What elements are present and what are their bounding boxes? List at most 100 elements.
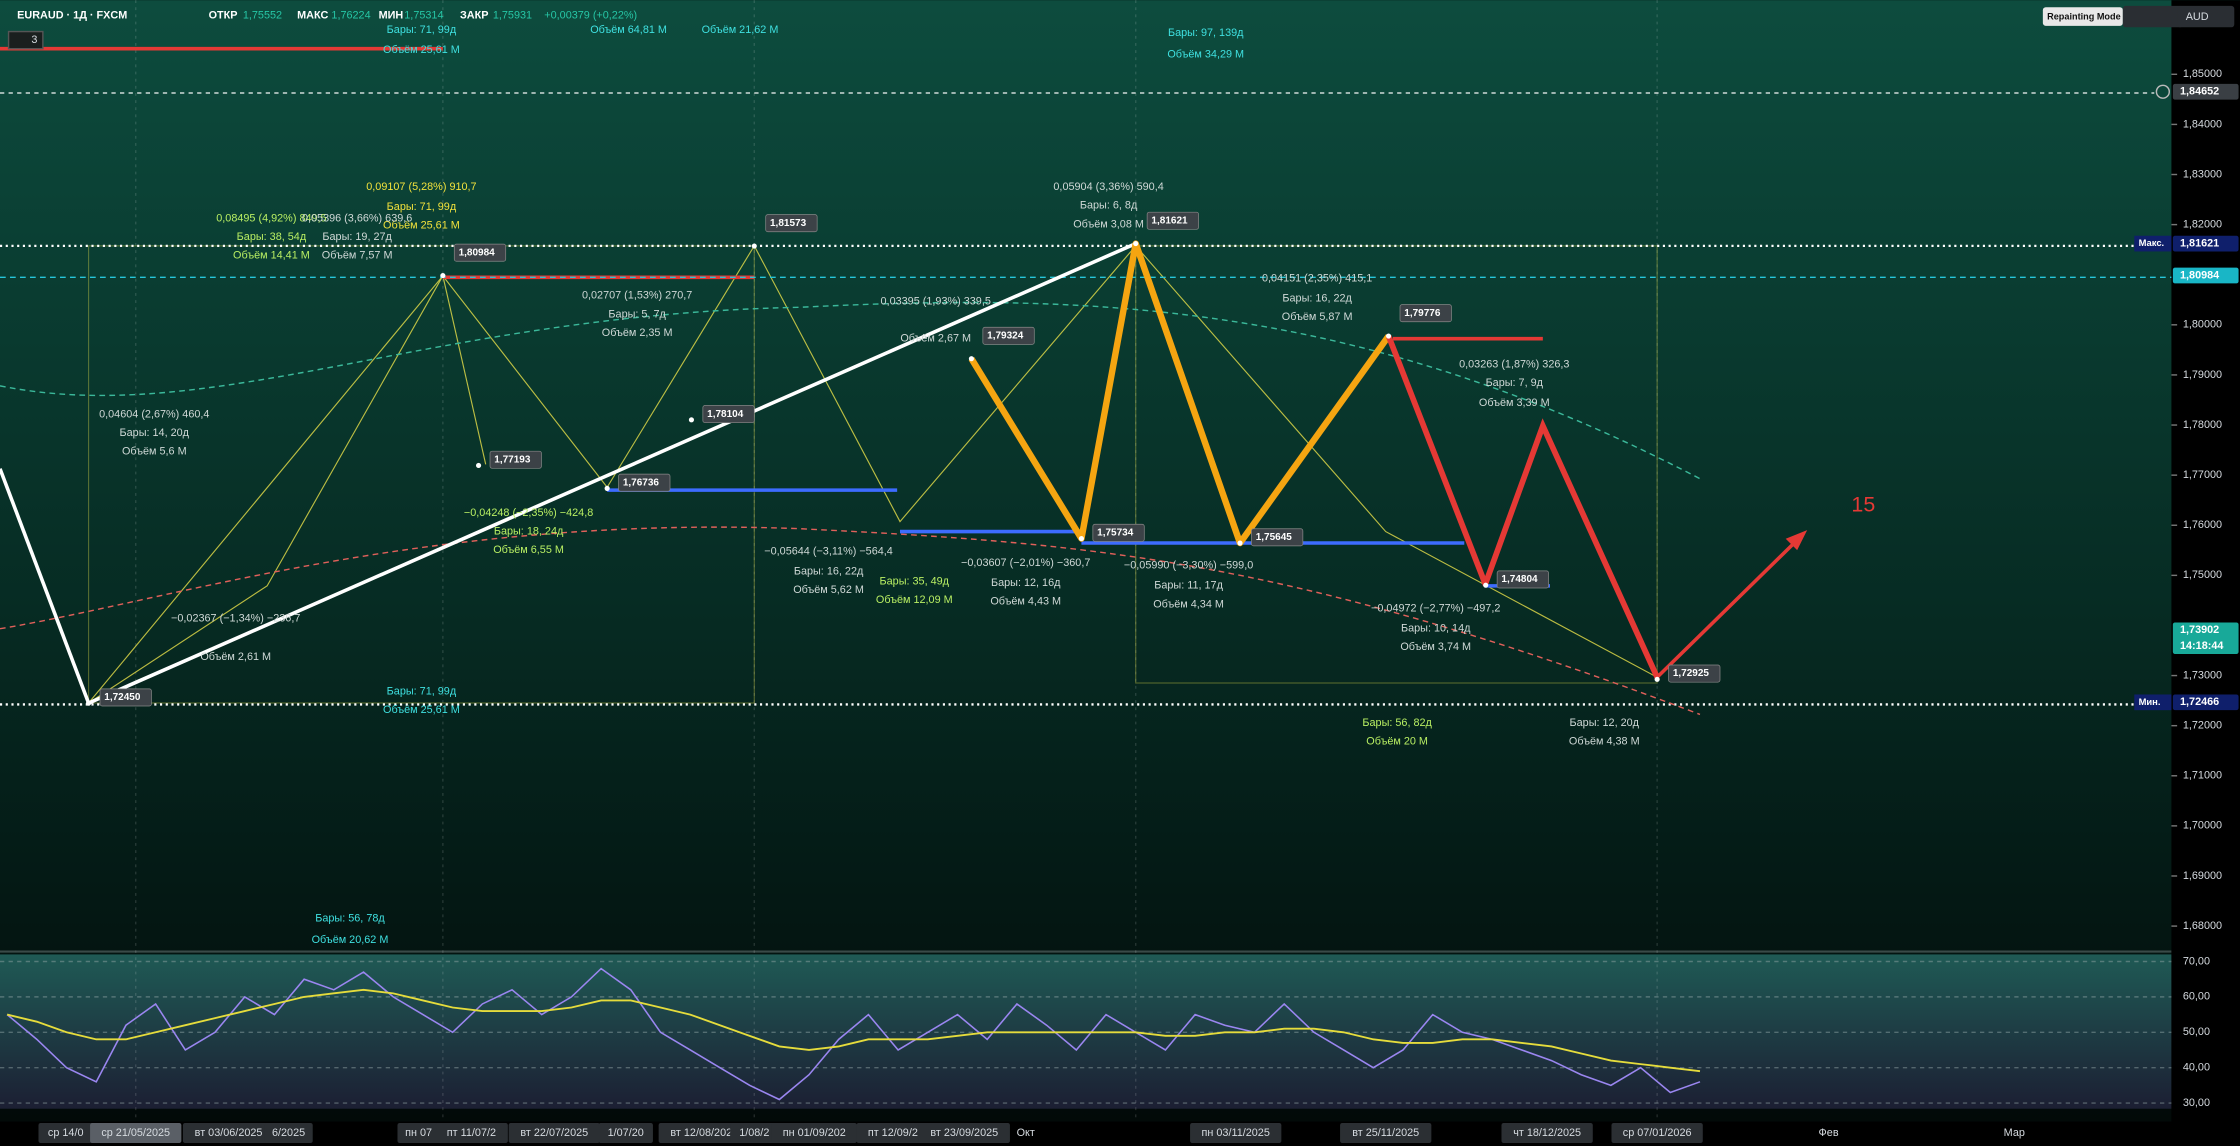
pivot-label: 1,78104 xyxy=(707,409,744,420)
price-marker xyxy=(2172,267,2239,284)
pivot-label: 1,81621 xyxy=(1151,215,1188,226)
pivot-point xyxy=(751,243,757,249)
change: +0,00379 (+0,22%) xyxy=(544,10,637,22)
time-label: вт 25/11/2025 xyxy=(1352,1127,1419,1139)
pivot-label-box xyxy=(99,688,152,707)
measure-annotation: 0,04151 (2,35%) 415,1 xyxy=(1262,273,1372,285)
measure-annotation: Объём 3,39 М xyxy=(1479,397,1550,409)
marker-tag xyxy=(2134,235,2172,252)
pivot-label: 1,76736 xyxy=(623,477,660,488)
measure-annotation: Бары: 71, 99д xyxy=(387,685,457,697)
pivot-point xyxy=(1133,241,1139,247)
time-label: ср 21/05/2025 xyxy=(101,1127,170,1139)
toolbar-buttons[interactable] xyxy=(2122,5,2183,28)
time-label-box xyxy=(730,1123,779,1143)
currency-button[interactable] xyxy=(2177,5,2235,28)
price-tick-label: 1,72000 xyxy=(2183,720,2222,732)
time-label: пн 01/09/202 xyxy=(783,1127,846,1139)
measure-annotation: 0,05396 (3,66%) 639,6 xyxy=(302,213,412,225)
measure-annotation: Бары: 7, 9д xyxy=(1486,377,1544,389)
price-marker-label: 1,81621 xyxy=(2180,237,2219,249)
price-marker-label: 1,72466 xyxy=(2180,696,2219,708)
measure-annotation: Объём 4,34 М xyxy=(1153,598,1224,610)
measure-annotation: Объём 12,09 М xyxy=(876,594,953,606)
pivot-label: 1,75734 xyxy=(1097,528,1134,539)
time-label: пн 07 xyxy=(405,1127,432,1139)
mode-button[interactable] xyxy=(2042,7,2123,26)
time-label-box xyxy=(1340,1123,1432,1143)
measure-annotation: Бары: 38, 54д xyxy=(237,231,307,243)
measure-annotation: 0,04604 (2,67%) 460,4 xyxy=(99,408,209,420)
mode-label: Repainting Mode xyxy=(2047,12,2121,22)
field-value: 1,75314 xyxy=(404,10,443,22)
decline-line xyxy=(0,468,91,704)
measure-annotation: Объём 2,67 М xyxy=(900,333,971,345)
measure-annotation: Объём 25,61 М xyxy=(383,704,460,716)
measure-annotation: Объём 64,81 М xyxy=(590,24,667,36)
forecast-arrow xyxy=(1655,538,1799,679)
measure-annotation: Бары: 11, 17д xyxy=(1154,580,1223,592)
measure-annotation: Объём 25,61 М xyxy=(383,220,460,232)
price-tick-label: 1,71000 xyxy=(2183,770,2222,782)
pivot-label: 1,72450 xyxy=(104,692,141,703)
time-label: ср 14/0 xyxy=(48,1127,84,1139)
pivot-point xyxy=(968,356,974,362)
measure-annotation: Объём 21,62 М xyxy=(702,24,779,36)
measure-annotation: Бары: 97, 139д xyxy=(1168,27,1244,39)
price-marker xyxy=(2172,235,2239,252)
measure-annotation: −0,04248 (−2,35%) −424,8 xyxy=(464,507,593,519)
field-label: МАКС xyxy=(297,10,328,22)
measure-annotation: Объём 5,87 М xyxy=(1282,311,1353,323)
time-label-box xyxy=(264,1123,313,1143)
price-marker-label: 1,84652 xyxy=(2180,86,2219,98)
measure-annotation: Бары: 35, 49д xyxy=(880,575,950,587)
rsi-tick-label: 30,00 xyxy=(2183,1097,2210,1109)
pivot-label: 1,80984 xyxy=(459,247,496,258)
time-label: 1/08/2 xyxy=(739,1127,769,1139)
time-label: Мар xyxy=(2004,1127,2025,1139)
rsi-tick-label: 70,00 xyxy=(2183,955,2210,967)
rsi-tick-label: 40,00 xyxy=(2183,1062,2210,1074)
marker-tag xyxy=(2134,694,2172,711)
vertical-grid xyxy=(135,0,1658,1122)
price-tick-label: 1,79000 xyxy=(2183,369,2222,381)
pivot-label-box xyxy=(702,405,755,424)
price-tick-label: 1,68000 xyxy=(2183,920,2222,932)
pivot-point xyxy=(688,417,694,423)
price-marker-label: 1,80984 xyxy=(2180,269,2219,281)
price-tick-label: 1,77000 xyxy=(2183,469,2222,481)
red-zigzag xyxy=(1385,335,1489,587)
time-label: Окт xyxy=(1017,1127,1035,1139)
marker-tag-label: Макс. xyxy=(2139,237,2165,248)
time-label: 6/2025 xyxy=(272,1127,305,1139)
measure-annotation: Бары: 71, 99д xyxy=(387,201,457,213)
pivot-point xyxy=(1078,536,1084,542)
price-marker-time: 14:18:44 xyxy=(2180,640,2223,652)
price-tick-label: 1,83000 xyxy=(2183,168,2222,180)
price-tick-label: 1,82000 xyxy=(2183,218,2222,230)
measure-annotation: Бары: 6, 8д xyxy=(1080,200,1138,212)
time-label-box xyxy=(435,1123,508,1143)
rsi-tick-label: 60,00 xyxy=(2183,991,2210,1003)
marker-tag-label: Мин. xyxy=(2139,696,2161,707)
pivot-point xyxy=(476,462,482,469)
time-label-box xyxy=(658,1123,750,1143)
time-axis xyxy=(0,1121,2240,1146)
pivot-point xyxy=(1483,582,1489,588)
measure-annotation: −0,03607 (−2,01%) −360,7 xyxy=(961,557,1090,569)
measure-annotation: Объём 14,41 М xyxy=(233,250,310,262)
pivot-label: 1,72925 xyxy=(1673,668,1710,679)
indicator-toggle[interactable] xyxy=(7,30,44,50)
field-label: ЗАКР xyxy=(460,10,488,22)
time-label: пт 12/09/2 xyxy=(868,1127,918,1139)
time-label-box xyxy=(1190,1123,1282,1143)
pivot-label: 1,77193 xyxy=(494,454,531,465)
measure-annotation: 0,05904 (3,36%) 590,4 xyxy=(1053,181,1163,193)
currency: AUD xyxy=(2186,11,2209,23)
indicator-count: 3 xyxy=(31,34,37,46)
measure-annotation: Бары: 56, 82д xyxy=(1362,717,1432,729)
symbol[interactable]: EURAUD · 1Д · FXCM xyxy=(17,10,127,22)
pivot-label-box xyxy=(1092,523,1145,542)
badge: 15 xyxy=(1851,493,1875,517)
